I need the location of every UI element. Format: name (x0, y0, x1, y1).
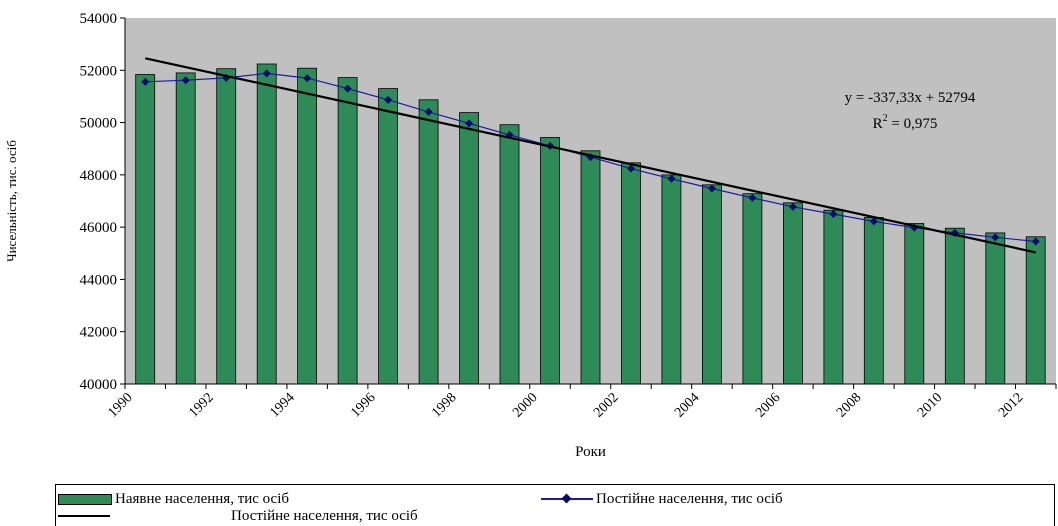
bar (702, 184, 722, 385)
bar (175, 72, 196, 385)
bar (297, 67, 318, 385)
bar (540, 137, 560, 385)
line-marker (343, 84, 352, 93)
line-marker (748, 193, 757, 202)
bar (378, 88, 399, 385)
legend-item-trend: Постійне населення, тис осіб (56, 508, 1054, 526)
bar (216, 68, 237, 385)
bar (499, 124, 520, 385)
x-tick-label: 2012 (996, 390, 1026, 420)
line-marker (465, 119, 474, 128)
legend-swatch-trend (58, 515, 110, 517)
y-tick-label: 40000 (80, 377, 118, 393)
line-series (141, 69, 1040, 246)
y-tick-label: 50000 (80, 116, 118, 132)
x-tick-label: 2004 (672, 390, 702, 420)
line-marker (384, 95, 393, 104)
legend-label-bar: Наявне населення, тис осіб (115, 490, 290, 507)
y-tick-label: 42000 (80, 325, 118, 341)
line-marker (707, 184, 716, 193)
bar (823, 209, 844, 385)
bar (580, 150, 601, 385)
bar-series (135, 63, 1046, 385)
r2-value: = 0,975 (888, 116, 938, 132)
trend-equation: y = -337,33x + 52794 (845, 90, 976, 106)
legend-item-line: Постійне населення, тис осіб (541, 490, 783, 508)
line-marker (262, 69, 271, 78)
y-tick-label: 52000 (80, 63, 118, 79)
bar (783, 202, 803, 385)
legend-item-bar: Наявне населення, тис осіб (58, 490, 289, 508)
legend: Наявне населення, тис осіб Постійне насе… (55, 484, 1055, 526)
y-tick-label: 44000 (80, 272, 118, 288)
y-tick-label: 54000 (80, 11, 118, 27)
bar (661, 174, 682, 385)
y-tick-label: 48000 (80, 168, 118, 184)
line-marker (1031, 237, 1040, 246)
x-tick-label: 1998 (429, 390, 459, 420)
bar (904, 223, 925, 385)
y-axis-label: Чисельність, тис. осіб (4, 140, 19, 262)
bar (256, 63, 277, 385)
x-tick-label: 2008 (834, 390, 864, 420)
trendline (145, 57, 1036, 254)
line-marker (829, 210, 838, 219)
x-tick-label: 2000 (510, 390, 540, 420)
x-tick-label: 2006 (753, 390, 783, 420)
x-tick-label: 1994 (267, 390, 297, 420)
bar (944, 227, 965, 385)
x-tick-label: 1990 (105, 390, 135, 420)
bar (337, 77, 358, 385)
x-axis-label: Роки (575, 444, 606, 460)
bar (863, 217, 884, 385)
bar (742, 193, 763, 385)
x-tick-label: 2010 (915, 390, 945, 420)
trend-r-squared: R2 = 0,975 (873, 113, 938, 132)
legend-swatch-bar (58, 493, 112, 505)
line-marker (626, 164, 635, 173)
x-tick-label: 2002 (591, 390, 621, 420)
y-axis-ticks: 40000 42000 44000 46000 48000 50000 52000 54000 (80, 11, 125, 393)
trend-line (145, 57, 1036, 254)
r2-label: R (873, 116, 883, 132)
line-marker (991, 233, 1000, 242)
r2-superscript: 2 (883, 113, 888, 124)
chart: 40000 42000 44000 46000 48000 50000 52000 54000… (4, 11, 1057, 460)
line-marker (667, 174, 676, 183)
legend-label-line: Постійне населення, тис осіб (596, 490, 783, 507)
line-marker (788, 202, 797, 211)
x-tick-label: 1996 (348, 390, 378, 420)
line-marker (141, 77, 150, 86)
x-axis-ticks: 1990 1992 1994 1996 1998 2000 2002 2004 2006 2008… (105, 384, 1057, 421)
bar (418, 99, 439, 385)
line-marker (303, 74, 312, 83)
bar (135, 74, 156, 385)
line-marker (869, 217, 878, 226)
bar (621, 162, 641, 385)
axes (124, 18, 1056, 385)
line-marker (424, 107, 433, 116)
bar (1025, 236, 1046, 385)
legend-swatch-line (541, 493, 593, 505)
x-tick-label: 1992 (186, 390, 216, 420)
bar (459, 112, 480, 385)
bar (985, 232, 1006, 385)
y-tick-label: 46000 (80, 220, 118, 236)
line-marker (181, 76, 190, 85)
legend-label-trend: Постійне населення, тис осіб (231, 508, 418, 524)
